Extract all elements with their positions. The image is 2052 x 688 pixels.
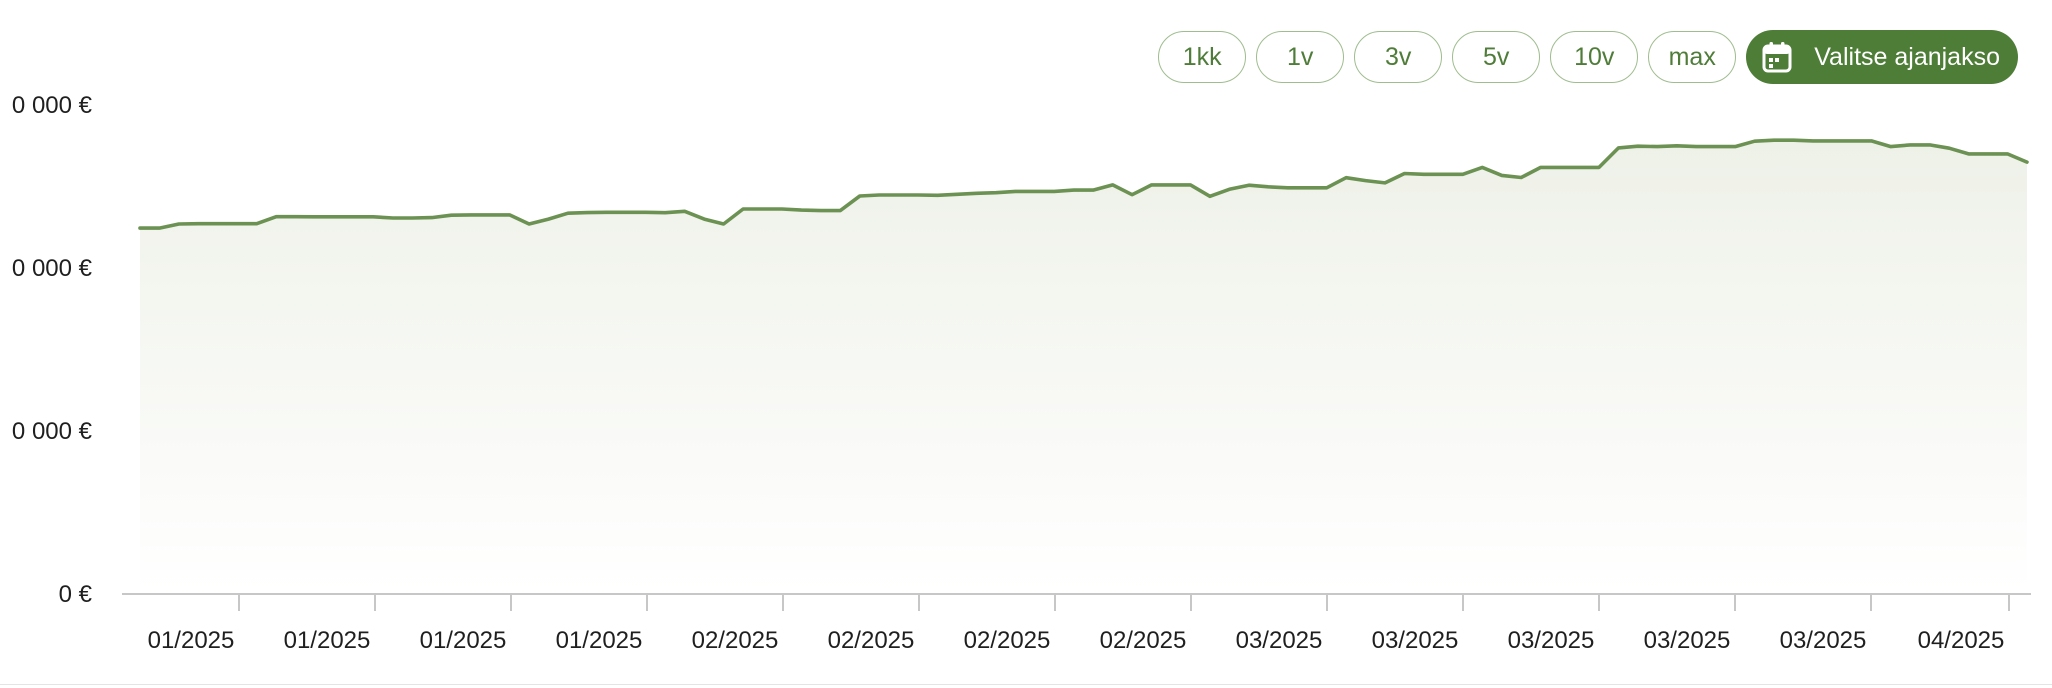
x-tick-label: 03/2025 xyxy=(1644,627,1731,654)
x-tick-label: 03/2025 xyxy=(1372,627,1459,654)
x-axis: 01/2025 01/2025 01/2025 01/2025 02/2025 02/20… xyxy=(148,594,2010,654)
range-button-1kk[interactable]: 1kk xyxy=(1158,31,1247,83)
range-button-1v[interactable]: 1v xyxy=(1256,31,1345,83)
calendar-icon xyxy=(1762,41,1792,73)
range-button-max[interactable]: max xyxy=(1648,31,1737,83)
bottom-divider xyxy=(0,684,2052,685)
range-toolbar: 1kk 1v 3v 5v 10v max Valitse ajanjakso xyxy=(1158,30,2018,84)
y-axis: 0 € 0 000 € 0 000 € 0 000 € xyxy=(12,92,93,608)
x-tick-label: 02/2025 xyxy=(692,627,779,654)
range-button-3v[interactable]: 3v xyxy=(1354,31,1443,83)
x-tick-label: 01/2025 xyxy=(556,627,643,654)
x-tick-label: 04/2025 xyxy=(1918,627,2005,654)
y-tick-label: 0 € xyxy=(59,581,93,608)
select-period-button[interactable]: Valitse ajanjakso xyxy=(1746,30,2018,84)
x-tick-label: 02/2025 xyxy=(1100,627,1187,654)
select-period-label: Valitse ajanjakso xyxy=(1814,42,2000,71)
y-tick-label: 0 000 € xyxy=(12,255,93,282)
x-tick-label: 01/2025 xyxy=(284,627,371,654)
y-tick-label: 0 000 € xyxy=(12,92,93,119)
x-tick-label: 03/2025 xyxy=(1508,627,1595,654)
x-tick-label: 01/2025 xyxy=(420,627,507,654)
range-button-10v[interactable]: 10v xyxy=(1550,31,1639,83)
series-line xyxy=(138,138,2029,230)
x-tick-label: 02/2025 xyxy=(828,627,915,654)
y-tick-label: 0 000 € xyxy=(12,418,93,445)
x-tick-label: 01/2025 xyxy=(148,627,235,654)
x-tick-label: 02/2025 xyxy=(964,627,1051,654)
x-tick-label: 03/2025 xyxy=(1780,627,1867,654)
x-tick-label: 03/2025 xyxy=(1236,627,1323,654)
range-button-5v[interactable]: 5v xyxy=(1452,31,1541,83)
series-area xyxy=(140,140,2027,594)
